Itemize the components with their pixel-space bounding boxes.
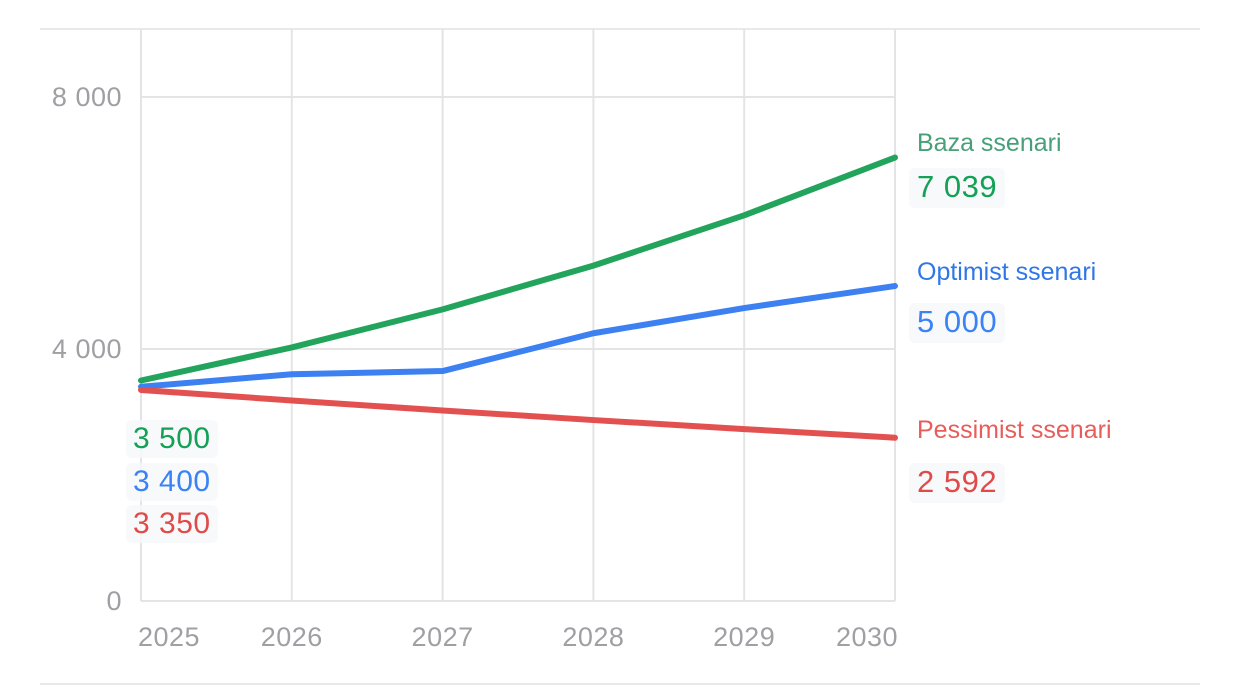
x-tick-2029: 2029 [713,622,776,652]
series-end-value-baza: 7 039 [909,168,1006,208]
y-tick-0: 0 [106,586,122,616]
y-tick-4000: 4 000 [51,334,122,364]
x-tick-2028: 2028 [562,622,625,652]
series-start-value-pessimist: 3 350 [126,505,218,543]
y-tick-8000: 8 000 [51,82,122,112]
series-label-optimist: Optimist ssenari [917,258,1097,286]
series-label-baza: Baza ssenari [917,129,1062,157]
series-end-value-optimist: 5 000 [909,303,1006,343]
line-series-0 [138,154,898,384]
top-divider [40,28,1200,30]
line-series-1 [138,283,898,390]
series-end-value-pessimist: 2 592 [909,463,1006,503]
bottom-divider [40,683,1200,685]
x-tick-2027: 2027 [411,622,474,652]
series-start-value-optimist: 3 400 [126,463,218,501]
x-tick-2026: 2026 [260,622,323,652]
line-series-2 [138,386,898,441]
x-tick-2025: 2025 [137,622,201,652]
series-label-pessimist: Pessimist ssenari [917,416,1112,444]
series-start-value-baza: 3 500 [126,420,218,458]
x-tick-2030: 2030 [835,622,899,652]
